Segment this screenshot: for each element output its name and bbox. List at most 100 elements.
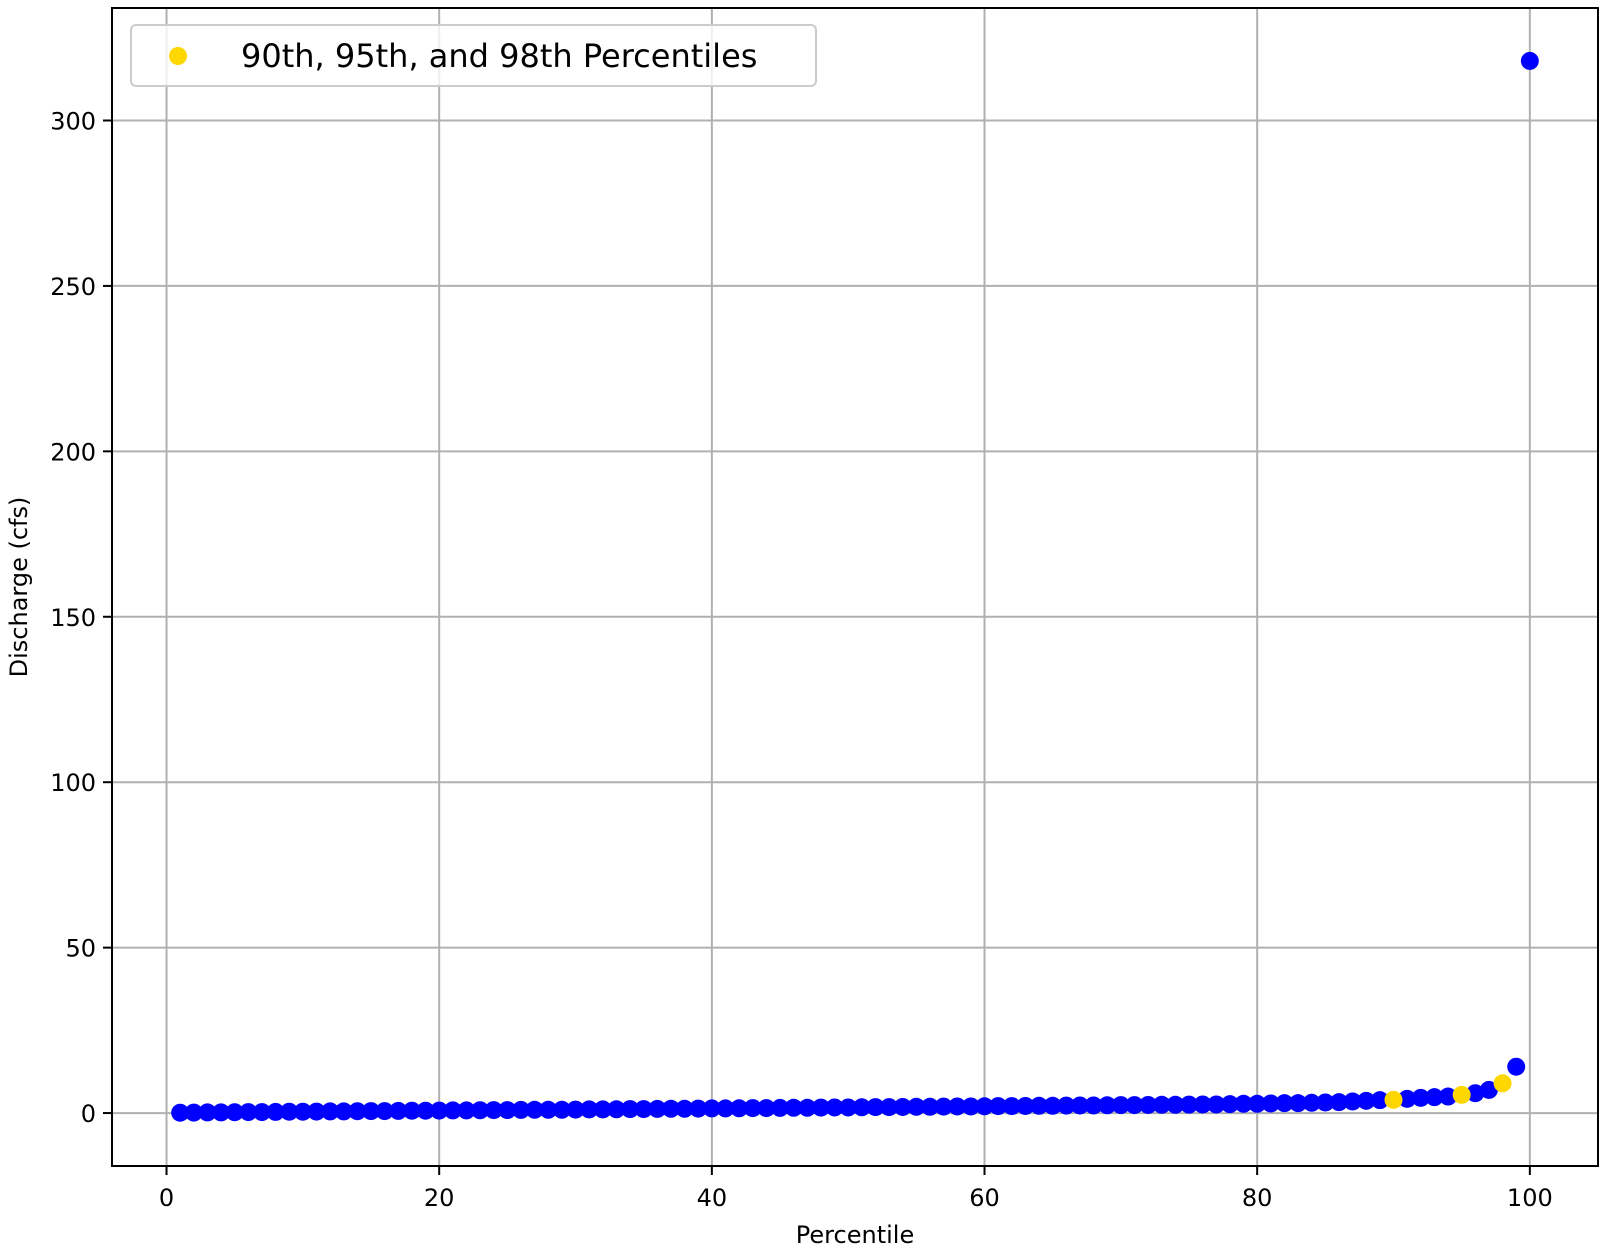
data-point xyxy=(1016,1096,1035,1115)
x-tick-label: 100 xyxy=(1507,1184,1553,1212)
x-axis-label: Percentile xyxy=(796,1221,914,1249)
data-point xyxy=(1098,1096,1117,1115)
data-point xyxy=(866,1098,885,1117)
data-point xyxy=(1084,1096,1103,1115)
axis-ticks: 0 20 40 60 80 100 0 50 100 150 200 250 300 xyxy=(50,107,1553,1212)
data-point xyxy=(716,1099,735,1118)
data-point xyxy=(321,1102,340,1121)
data-point xyxy=(362,1102,381,1121)
data-point xyxy=(293,1102,312,1121)
data-point xyxy=(1152,1095,1171,1114)
legend-box xyxy=(130,24,817,87)
data-points xyxy=(171,51,1539,1122)
data-point xyxy=(1139,1095,1158,1114)
data-point xyxy=(171,1103,190,1122)
data-point xyxy=(771,1098,790,1117)
data-point xyxy=(1466,1084,1485,1103)
data-point xyxy=(1030,1096,1049,1115)
data-point xyxy=(934,1097,953,1116)
data-point xyxy=(593,1100,612,1119)
data-point xyxy=(1261,1094,1280,1113)
data-point xyxy=(1248,1094,1267,1113)
data-point xyxy=(280,1102,299,1121)
data-point xyxy=(880,1098,899,1117)
data-point xyxy=(702,1099,721,1118)
y-tick-label: 50 xyxy=(65,935,96,963)
data-point xyxy=(798,1098,817,1117)
data-point xyxy=(1220,1095,1239,1114)
data-point xyxy=(621,1100,640,1119)
x-tick-label: 20 xyxy=(424,1184,455,1212)
data-point xyxy=(511,1100,530,1119)
data-point xyxy=(402,1101,421,1120)
data-point xyxy=(1275,1094,1294,1113)
data-point xyxy=(1329,1093,1348,1112)
data-point xyxy=(1398,1089,1417,1108)
data-point xyxy=(539,1100,558,1119)
data-point xyxy=(471,1101,490,1120)
data-point xyxy=(757,1099,776,1118)
percentile-point xyxy=(1384,1090,1403,1109)
data-point xyxy=(961,1097,980,1116)
data-point xyxy=(1411,1088,1430,1107)
data-point xyxy=(375,1102,394,1121)
y-tick-label: 100 xyxy=(50,769,96,797)
data-point xyxy=(198,1103,217,1122)
data-point xyxy=(1520,51,1539,70)
data-point xyxy=(1370,1091,1389,1110)
data-point xyxy=(661,1099,680,1118)
data-point xyxy=(784,1098,803,1117)
data-point xyxy=(1302,1093,1321,1112)
data-point xyxy=(334,1102,353,1121)
data-point xyxy=(1479,1080,1498,1099)
x-tick-label: 0 xyxy=(159,1184,174,1212)
data-point xyxy=(1357,1091,1376,1110)
data-point xyxy=(920,1097,939,1116)
data-point xyxy=(1425,1088,1444,1107)
data-point xyxy=(1316,1093,1335,1112)
data-point xyxy=(730,1099,749,1118)
data-point xyxy=(893,1097,912,1116)
data-point xyxy=(1111,1096,1130,1115)
data-point xyxy=(675,1099,694,1118)
data-point xyxy=(566,1100,585,1119)
plot-frame xyxy=(111,7,1599,1167)
data-point xyxy=(1166,1095,1185,1114)
y-tick-label: 250 xyxy=(50,273,96,301)
data-point xyxy=(1043,1096,1062,1115)
data-point xyxy=(1507,1057,1526,1076)
data-point xyxy=(907,1097,926,1116)
data-point xyxy=(1057,1096,1076,1115)
y-axis-label: Discharge (cfs) xyxy=(5,497,33,678)
data-point xyxy=(852,1098,871,1117)
data-point xyxy=(430,1101,449,1120)
data-point xyxy=(1234,1094,1253,1113)
legend-label: 90th, 95th, and 98th Percentiles xyxy=(241,37,757,75)
data-point xyxy=(607,1100,626,1119)
data-point xyxy=(307,1102,326,1121)
data-point xyxy=(948,1097,967,1116)
data-point xyxy=(552,1100,571,1119)
data-point xyxy=(389,1101,408,1120)
data-point xyxy=(457,1101,476,1120)
data-point xyxy=(498,1101,517,1120)
data-point xyxy=(1125,1096,1144,1115)
data-point xyxy=(580,1100,599,1119)
data-point xyxy=(1193,1095,1212,1114)
data-point xyxy=(252,1103,271,1122)
data-point xyxy=(212,1103,231,1122)
data-point xyxy=(1070,1096,1089,1115)
data-point xyxy=(975,1097,994,1116)
data-point xyxy=(1002,1097,1021,1116)
data-point xyxy=(416,1101,435,1120)
x-tick-label: 80 xyxy=(1242,1184,1273,1212)
data-point xyxy=(225,1103,244,1122)
data-point xyxy=(839,1098,858,1117)
data-point xyxy=(634,1100,653,1119)
data-point xyxy=(743,1099,762,1118)
data-point xyxy=(1439,1087,1458,1106)
data-point xyxy=(825,1098,844,1117)
data-point xyxy=(348,1102,367,1121)
data-point xyxy=(525,1100,544,1119)
percentile-point xyxy=(1452,1085,1471,1104)
